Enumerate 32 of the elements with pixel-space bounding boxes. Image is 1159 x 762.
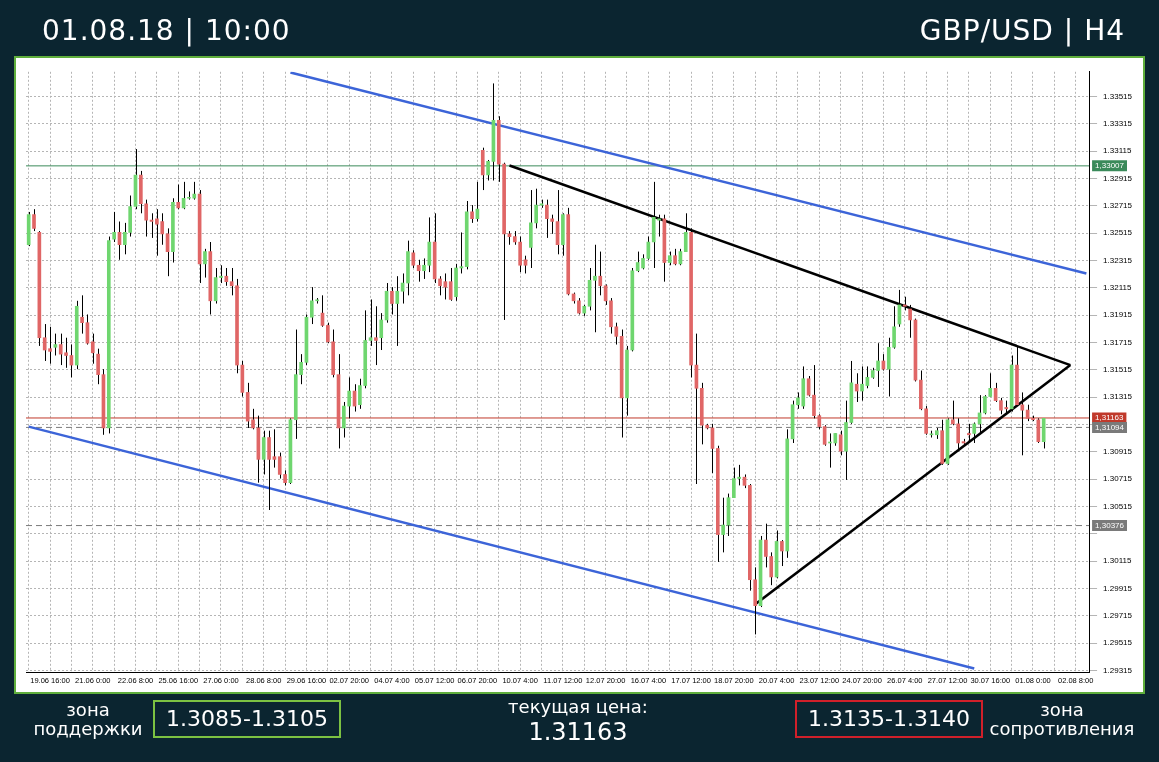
y-tick-label: 1.30715 bbox=[1103, 474, 1133, 484]
y-tick-label: 1.32915 bbox=[1103, 173, 1133, 183]
y-tick-label: 1.30915 bbox=[1103, 447, 1133, 457]
ref-line-label: 1,31163 bbox=[1095, 413, 1124, 423]
ref-line-label: 1,33007 bbox=[1095, 161, 1125, 171]
y-tick-label: 1.29515 bbox=[1103, 638, 1133, 648]
y-tick-label: 1.30115 bbox=[1103, 556, 1132, 566]
text: 1.3135-1.3140 bbox=[795, 700, 983, 738]
y-tick-label: 1.31915 bbox=[1103, 310, 1133, 320]
chart-subtitle: 01.08.18 | 10:00 bbox=[42, 14, 291, 47]
y-tick-label: 1.32715 bbox=[1103, 200, 1133, 210]
y-tick-label: 1.33515 bbox=[1103, 91, 1133, 101]
text: 1.31163 bbox=[527, 718, 629, 746]
y-tick-label: 1.32315 bbox=[1103, 255, 1133, 265]
chart-title: GBP/USD | H4 bbox=[919, 14, 1125, 47]
y-tick-label: 1.30515 bbox=[1103, 501, 1133, 511]
y-tick-label: 1.32115 bbox=[1103, 283, 1132, 293]
text: текущая цена: bbox=[507, 696, 649, 717]
text: зона поддержки bbox=[32, 699, 144, 739]
text: 1.3085-1.3105 bbox=[153, 700, 341, 738]
y-tick-label: 1.33115 bbox=[1103, 146, 1132, 156]
y-tick-label: 1.29915 bbox=[1103, 583, 1133, 593]
y-tick-label: 1.33315 bbox=[1103, 118, 1133, 128]
y-tick-label: 1.29715 bbox=[1103, 611, 1133, 621]
y-tick-label: 1.31515 bbox=[1103, 365, 1133, 375]
text: зона сопротивления bbox=[988, 699, 1136, 739]
y-tick-label: 1.32515 bbox=[1103, 228, 1133, 238]
ref-line-label: 1,30376 bbox=[1095, 520, 1125, 530]
y-tick-label: 1.31715 bbox=[1103, 337, 1133, 347]
y-tick-label: 1.29315 bbox=[1103, 665, 1133, 675]
ref-line-label: 1,31094 bbox=[1095, 422, 1125, 432]
y-tick-label: 1.31315 bbox=[1103, 392, 1133, 402]
